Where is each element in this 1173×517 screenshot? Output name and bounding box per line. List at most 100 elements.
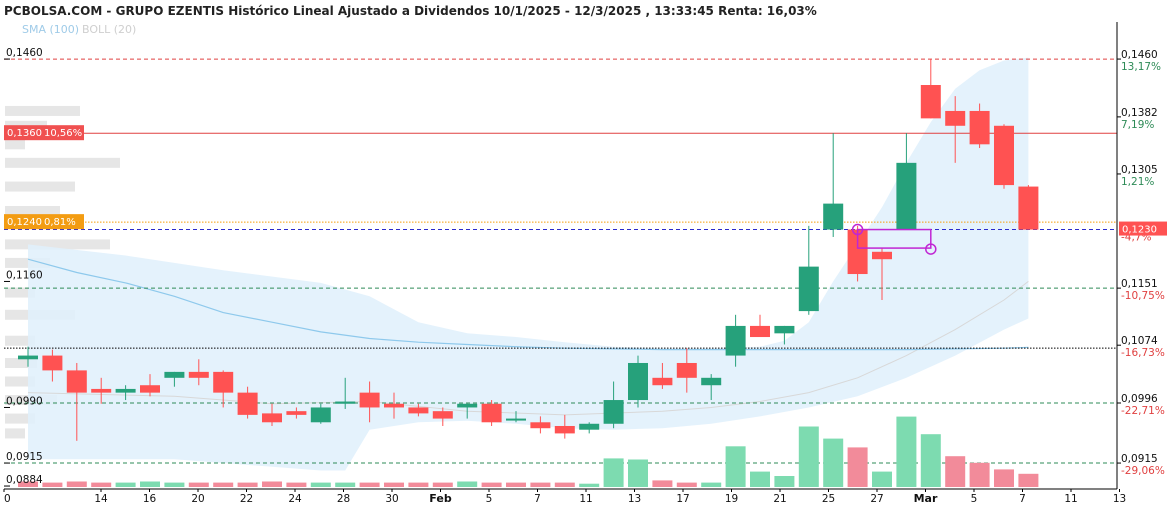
volume-bar	[506, 482, 526, 487]
candle-body	[140, 385, 160, 393]
volume-bar	[554, 482, 575, 487]
candle-body	[774, 325, 795, 334]
candle-body	[945, 110, 966, 126]
profile-bar	[5, 413, 35, 424]
legend-boll[interactable]: BOLL (20)	[82, 23, 136, 36]
profile-bar	[5, 181, 75, 192]
volume-bar	[115, 482, 136, 487]
right-tick-label: 0,0996	[1121, 393, 1158, 405]
candle-body	[896, 162, 917, 230]
volume-bar	[432, 482, 453, 487]
right-tick-pct: -29,06%	[1121, 465, 1165, 477]
x-tick-label: 17	[676, 493, 689, 505]
price-tag-bg	[4, 125, 84, 141]
last-price-bg	[1119, 221, 1167, 236]
candle-body	[18, 355, 38, 360]
volume-bar	[91, 482, 112, 487]
candlesticks	[18, 59, 1039, 441]
sma-line	[27, 258, 1029, 351]
volume-bar	[798, 426, 819, 487]
x-tick-label: 22	[240, 493, 253, 505]
x-tick-label: 28	[337, 493, 350, 505]
candle-body	[506, 418, 526, 421]
zone-handle-end[interactable]	[925, 243, 937, 255]
candle-body	[408, 407, 429, 414]
profile-bar	[5, 139, 25, 150]
candle-body	[920, 85, 941, 119]
price-tag-pct: 10,56%	[44, 128, 82, 139]
volume-bar	[335, 482, 356, 487]
x-tick-label: 21	[773, 493, 786, 505]
right-tick-pct: -22,71%	[1121, 405, 1165, 417]
legend-sma[interactable]: SMA (100)	[22, 23, 79, 36]
candle-body	[115, 388, 136, 393]
volume-bar	[457, 481, 478, 487]
volume-bar	[774, 476, 795, 487]
candle-body	[42, 355, 63, 371]
candle-body	[1018, 186, 1039, 230]
price-tag-pct: 0,81%	[44, 217, 76, 228]
volume-bars	[18, 416, 1039, 487]
volume-bar	[725, 446, 746, 487]
candle-body	[676, 362, 697, 378]
profile-bar	[5, 239, 110, 250]
candle-body	[286, 411, 307, 415]
x-tick-label: 7	[534, 493, 541, 505]
profile-bar	[5, 357, 37, 368]
x-tick-label: 0	[4, 493, 11, 505]
right-tick-label: 0,1151	[1121, 278, 1158, 290]
chart-title: PCBOLSA.COM - GRUPO EZENTIS Histórico Li…	[4, 4, 817, 18]
volume-bar	[701, 482, 722, 487]
candle-body	[823, 203, 844, 230]
profile-bar	[5, 157, 120, 168]
candle-body	[384, 403, 404, 408]
right-tick-label: 0,1460	[1121, 49, 1158, 61]
x-tick-label: 25	[822, 493, 835, 505]
volume-bar	[384, 482, 404, 487]
candle-body	[530, 422, 551, 429]
right-tick-pct: -10,75%	[1121, 290, 1165, 302]
x-tick-label: 11	[1064, 493, 1077, 505]
volume-bar	[945, 456, 966, 487]
drawn-zone[interactable]	[851, 223, 937, 255]
x-tick-label: 19	[725, 493, 738, 505]
bollinger-mid	[27, 281, 1029, 416]
volume-bar	[920, 434, 941, 487]
x-tick-label: 14	[94, 493, 108, 505]
candle-body	[91, 388, 112, 393]
candle-body	[457, 403, 478, 408]
x-tick-label: 5	[971, 493, 978, 505]
volume-bar	[66, 481, 87, 487]
volume-bar	[286, 482, 307, 487]
candle-body	[750, 325, 770, 338]
volume-bar	[262, 481, 282, 487]
volume-bar	[896, 416, 917, 487]
x-tick-label: 20	[191, 493, 204, 505]
candle-body	[554, 425, 575, 434]
bollinger-area	[28, 57, 1029, 471]
volume-bar	[359, 482, 380, 487]
profile-bar	[5, 206, 60, 217]
volume-bar	[603, 458, 624, 487]
x-tick-label: 13	[1113, 493, 1126, 505]
candle-body	[652, 377, 673, 386]
candle-body	[359, 392, 380, 408]
left-tick-label: 0,0884	[6, 474, 43, 486]
volume-bar	[408, 482, 429, 487]
zone-handle-start[interactable]	[851, 223, 864, 236]
candle-body	[725, 325, 746, 356]
x-tick-label: 7	[1019, 493, 1026, 505]
volume-bar	[969, 462, 990, 487]
right-tick-pct: 13,17%	[1121, 61, 1161, 73]
candle-body	[847, 229, 868, 275]
profile-bar	[5, 428, 25, 439]
right-tick-pct: -16,73%	[1121, 347, 1165, 359]
x-tick-label: 16	[143, 493, 157, 505]
volume-bar	[823, 438, 844, 487]
candle-body	[872, 251, 892, 260]
x-tick-label: 11	[579, 493, 592, 505]
candle-body	[237, 392, 258, 415]
zone-rectangle[interactable]	[856, 228, 932, 249]
